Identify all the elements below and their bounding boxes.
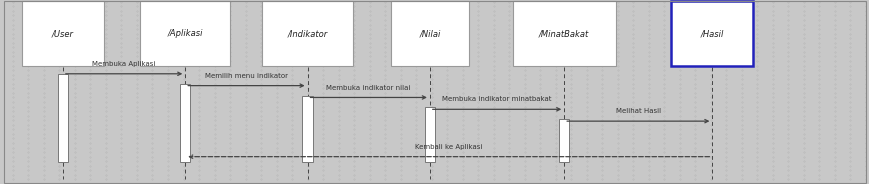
Bar <box>57 74 68 162</box>
Bar <box>262 1 352 66</box>
Bar <box>424 107 434 162</box>
Text: /Indikator: /Indikator <box>287 29 328 38</box>
Bar <box>391 1 468 66</box>
Bar <box>671 1 753 66</box>
Bar <box>559 119 568 162</box>
Text: Kembali ke Aplikasi: Kembali ke Aplikasi <box>415 144 482 150</box>
Bar <box>140 1 230 66</box>
Bar <box>180 84 190 162</box>
Bar <box>512 1 615 66</box>
Text: /Aplikasi: /Aplikasi <box>167 29 202 38</box>
Bar <box>302 96 312 162</box>
Text: Memilih menu indikator: Memilih menu indikator <box>204 73 288 79</box>
Text: /Hasil: /Hasil <box>700 29 723 38</box>
Text: Membuka Aplikasi: Membuka Aplikasi <box>92 61 156 67</box>
Text: Membuka indikator minatbakat: Membuka indikator minatbakat <box>441 96 551 102</box>
Text: /Nilai: /Nilai <box>419 29 440 38</box>
Text: /MinatBakat: /MinatBakat <box>539 29 588 38</box>
Text: /User: /User <box>52 29 74 38</box>
Bar <box>22 1 103 66</box>
Text: Membuka indikator nilai: Membuka indikator nilai <box>326 84 410 91</box>
Text: Melihat Hasil: Melihat Hasil <box>615 108 660 114</box>
